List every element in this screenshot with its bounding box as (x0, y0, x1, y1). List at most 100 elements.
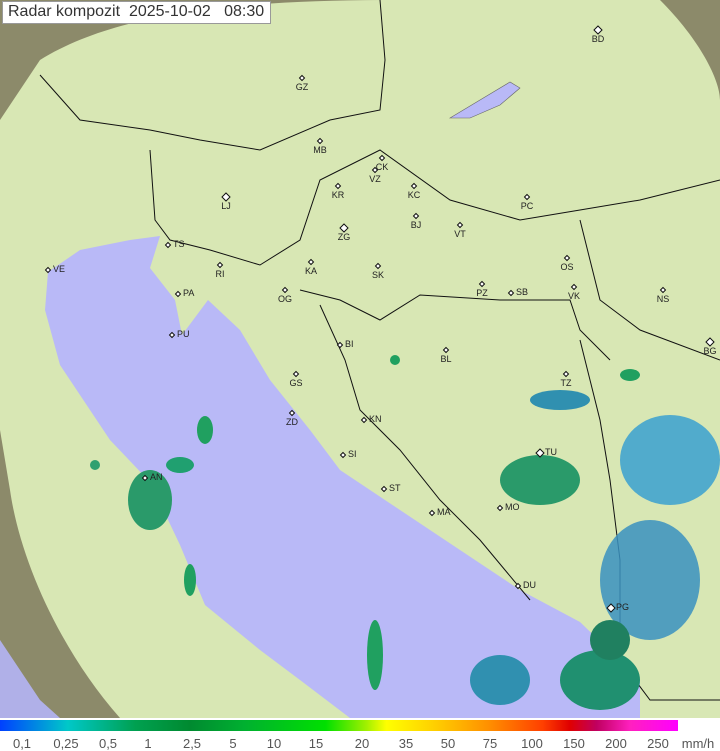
city-marker-vk (570, 283, 578, 291)
scale-tick: 150 (563, 736, 585, 751)
scale-tick: 50 (440, 736, 456, 751)
city-label-sk: SK (371, 270, 385, 280)
city-label-pg: PG (616, 602, 630, 612)
city-marker-gz (298, 74, 306, 82)
city-marker-sk (374, 262, 382, 270)
city-marker-an (141, 474, 149, 482)
city-marker-pa (174, 290, 182, 298)
title-time: 08:30 (224, 3, 265, 20)
city-marker-ka (307, 258, 315, 266)
city-label-tz: TZ (560, 378, 572, 388)
city-label-zd: ZD (286, 417, 298, 427)
city-label-mo: MO (505, 502, 520, 512)
city-label-tu: TU (545, 447, 557, 457)
scale-tick: 1 (144, 736, 152, 751)
city-marker-st (380, 485, 388, 493)
city-label-ma: MA (437, 507, 451, 517)
scale-tick: 2,5 (182, 736, 202, 751)
city-label-vk: VK (567, 291, 581, 301)
city-marker-bi (336, 341, 344, 349)
scale-tick: 5 (229, 736, 237, 751)
city-label-ri: RI (215, 269, 225, 279)
scale-tick: 0,1 (12, 736, 32, 751)
scale-tick: 75 (482, 736, 498, 751)
city-marker-pc (523, 193, 531, 201)
city-marker-pg (606, 603, 616, 613)
city-marker-vz (371, 166, 379, 174)
city-marker-si (339, 451, 347, 459)
city-marker-gs (292, 370, 300, 378)
scale-tick: 0,25 (53, 736, 79, 751)
city-label-pz: PZ (476, 288, 488, 298)
city-marker-mb (316, 137, 324, 145)
city-label-si: SI (348, 449, 357, 459)
scale-tick: 35 (398, 736, 414, 751)
title-date: 2025-10-02 (128, 3, 211, 20)
city-label-mb: MB (313, 145, 327, 155)
city-label-ts: TS (173, 239, 185, 249)
city-marker-ve (44, 266, 52, 274)
city-marker-bg (705, 337, 715, 347)
scale-tick: 100 (521, 736, 543, 751)
scale-tick: 10 (266, 736, 282, 751)
radar-echoes (90, 355, 720, 710)
city-label-vz: VZ (369, 174, 381, 184)
scale-tick: 20 (354, 736, 370, 751)
city-label-bl: BL (440, 354, 452, 364)
radar-map[interactable] (0, 0, 720, 718)
city-label-kc: KC (407, 190, 421, 200)
city-marker-kn (360, 416, 368, 424)
scale-tick: 200 (605, 736, 627, 751)
city-label-bg: BG (703, 346, 717, 356)
city-marker-tz (562, 370, 570, 378)
city-marker-kr (334, 182, 342, 190)
city-label-pc: PC (520, 201, 534, 211)
city-label-ck: CK (375, 162, 389, 172)
lake-balaton (448, 81, 521, 119)
city-marker-ns (659, 286, 667, 294)
city-marker-sb (507, 289, 515, 297)
city-marker-tu (535, 448, 545, 458)
city-marker-vt (456, 221, 464, 229)
map-title: Radar kompozit 2025-10-02 08:30 (2, 1, 272, 24)
sea-adriatic (45, 236, 640, 718)
city-label-gs: GS (289, 378, 303, 388)
city-label-vt: VT (454, 229, 466, 239)
scale-tick-labels: 0,1 0,25 0,5 1 2,5 5 10 15 20 35 50 75 100 150 200 250 m… (0, 736, 720, 751)
city-label-os: OS (560, 262, 574, 272)
scale-tick: 250 (647, 736, 669, 751)
city-label-lj: LJ (221, 201, 231, 211)
city-label-og: OG (277, 294, 293, 304)
city-label-st: ST (389, 483, 401, 493)
scale-tick: 15 (308, 736, 324, 751)
city-label-kr: KR (331, 190, 345, 200)
city-marker-lj (221, 192, 231, 202)
city-label-bi: BI (345, 339, 354, 349)
city-marker-ck (378, 154, 386, 162)
city-label-sb: SB (516, 287, 529, 297)
city-marker-zg (339, 223, 349, 233)
city-label-gz: GZ (295, 82, 309, 92)
city-label-pu: PU (177, 329, 190, 339)
city-marker-bl (442, 346, 450, 354)
city-markers (44, 25, 715, 613)
city-marker-pu (168, 331, 176, 339)
city-label-bd: BD (591, 34, 605, 44)
city-label-an: AN (150, 472, 163, 482)
city-marker-pz (478, 280, 486, 288)
precipitation-color-scale (0, 720, 678, 731)
scale-unit: mm/h (681, 736, 715, 751)
city-marker-du (514, 582, 522, 590)
title-label: Radar kompozit (8, 3, 121, 20)
city-marker-ts (164, 241, 172, 249)
city-label-kn: KN (369, 414, 382, 424)
scale-tick: 0,5 (98, 736, 118, 751)
city-marker-zd (288, 409, 296, 417)
city-label-ka: KA (304, 266, 318, 276)
city-marker-ma (428, 509, 436, 517)
city-marker-kc (410, 182, 418, 190)
city-label-ve: VE (53, 264, 66, 274)
city-label-zg: ZG (337, 232, 351, 242)
city-label-pa: PA (183, 288, 195, 298)
city-marker-mo (496, 504, 504, 512)
